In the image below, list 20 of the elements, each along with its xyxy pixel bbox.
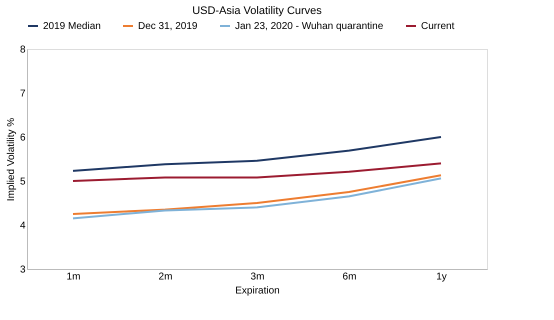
x-tick-label: 1y — [436, 272, 447, 282]
y-tick-label: 6 — [20, 132, 26, 144]
x-axis-title: Expiration — [235, 286, 280, 296]
y-tick-label: 7 — [20, 88, 26, 100]
x-tick-label: 1m — [66, 272, 80, 282]
y-tick-label: 3 — [20, 264, 26, 276]
x-tick-label: 3m — [250, 272, 264, 282]
chart-title: USD-Asia Volatility Curves — [192, 5, 322, 17]
x-tick-label: 6m — [342, 272, 356, 282]
legend-label: 2019 Median — [43, 21, 101, 32]
y-axis-title: Implied Volatility % — [6, 118, 17, 202]
y-tick-label: 5 — [20, 176, 26, 188]
line-series — [72, 162, 442, 182]
legend-label: Dec 31, 2019 — [138, 21, 198, 32]
y-tick-label: 8 — [20, 44, 26, 56]
y-tick-label: 4 — [20, 220, 26, 232]
legend-label: Jan 23, 2020 - Wuhan quarantine — [235, 21, 384, 32]
line-series — [72, 136, 442, 172]
legend-label: Current — [421, 21, 455, 32]
x-tick-label: 2m — [158, 272, 172, 282]
